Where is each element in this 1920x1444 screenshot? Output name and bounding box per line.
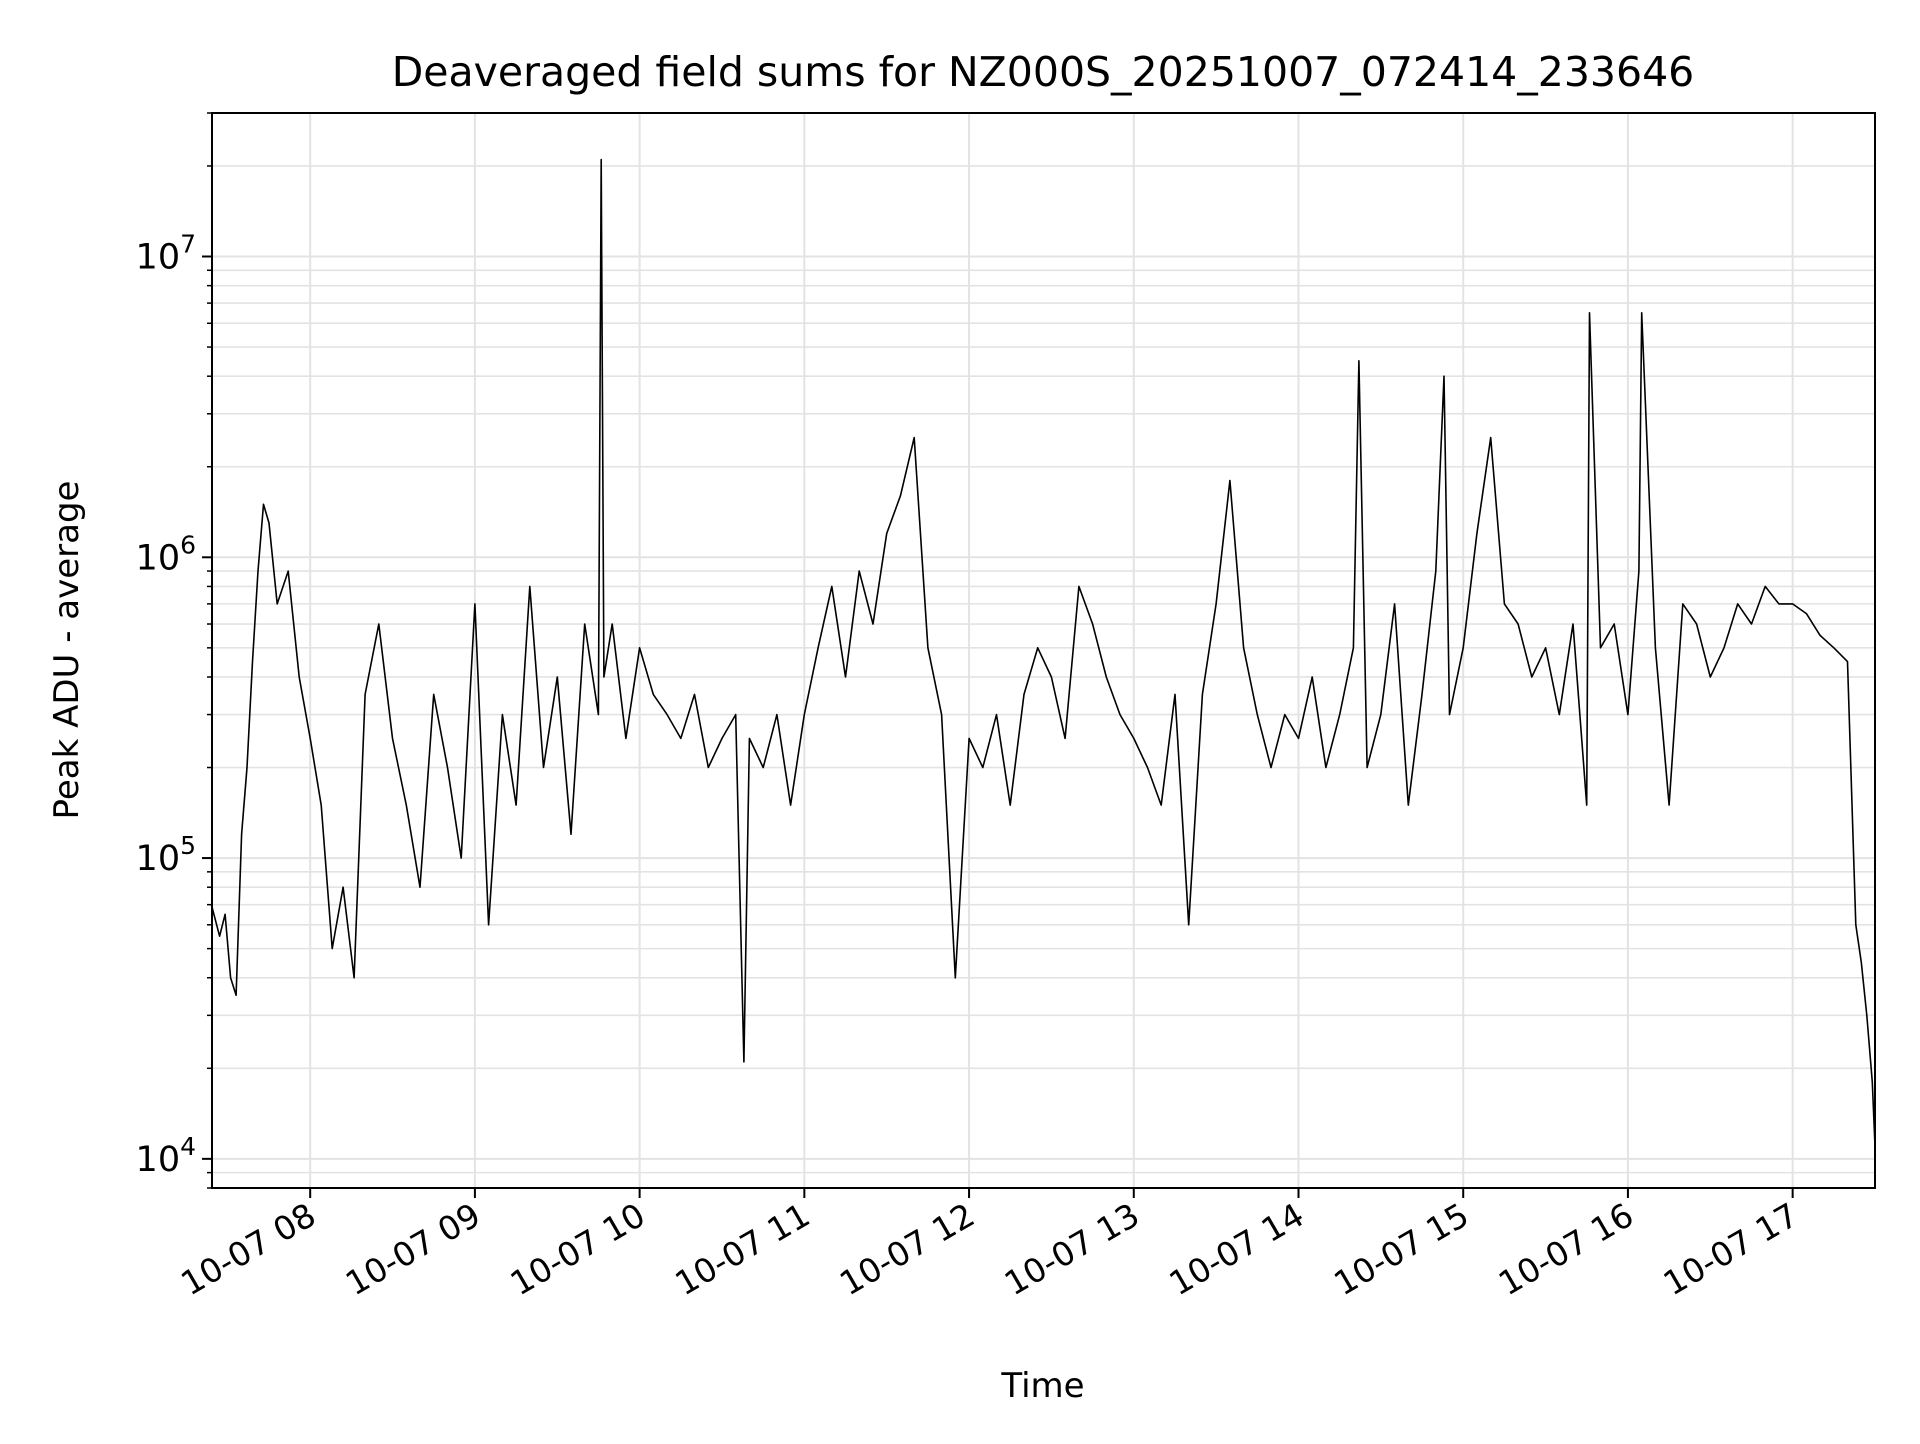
y-tick-label: 104 xyxy=(136,1132,196,1180)
y-tick-label: 106 xyxy=(136,530,196,578)
y-tick-label: 107 xyxy=(136,230,196,278)
y-axis-label: Peak ADU - average xyxy=(47,481,87,820)
plot-area-frame xyxy=(211,112,1876,1189)
y-axis-ticks: 104 105 106 107 xyxy=(136,112,212,1189)
y-tick-label: 105 xyxy=(136,831,196,879)
chart-title: Deaveraged field sums for NZ000S_2025100… xyxy=(392,48,1695,96)
x-axis-label: Time xyxy=(1000,1366,1084,1406)
data-series xyxy=(210,158,1876,1147)
series-line xyxy=(210,158,1876,1147)
